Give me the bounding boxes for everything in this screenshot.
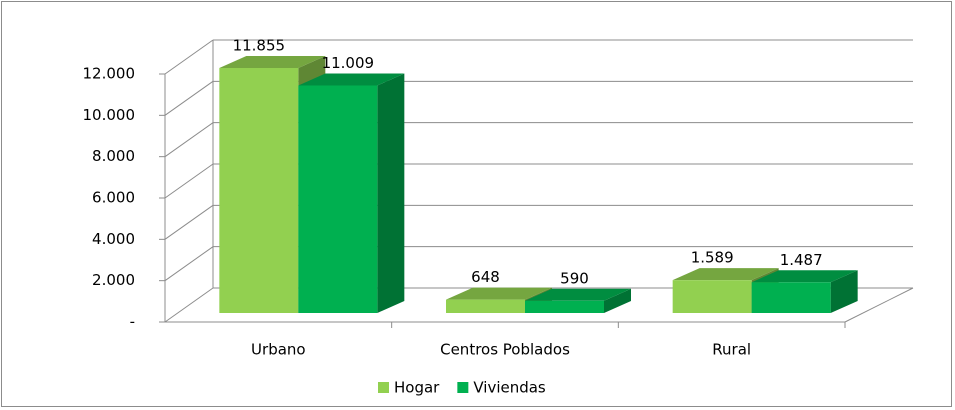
y-tick-label: 2.000 — [92, 271, 135, 289]
bar-top — [751, 270, 858, 283]
bar — [446, 299, 525, 313]
legend-label: Hogar — [394, 379, 440, 397]
y-tick-label: 12.000 — [83, 65, 136, 83]
data-label: 11.009 — [322, 54, 375, 72]
data-label: 590 — [560, 269, 589, 287]
x-tick-label: Centros Poblados — [440, 341, 570, 359]
bar — [672, 280, 752, 313]
y-tick-label: 4.000 — [92, 230, 135, 248]
data-label: 11.855 — [233, 36, 286, 54]
bar-top — [446, 287, 552, 300]
grid-line — [164, 204, 214, 240]
y-tick-label: - — [130, 313, 135, 331]
grid-line — [164, 122, 214, 158]
bar — [751, 282, 831, 313]
grid-line — [164, 39, 214, 75]
legend-swatch — [457, 382, 469, 393]
data-label: 1.589 — [691, 249, 734, 267]
x-tick-label: Rural — [712, 341, 751, 359]
grid-line — [164, 246, 214, 282]
bar-top — [298, 73, 405, 86]
bar-side — [377, 73, 405, 313]
grid-line — [164, 80, 214, 116]
y-tick-label: 6.000 — [92, 189, 135, 207]
bar-top — [672, 268, 779, 281]
bar — [525, 300, 604, 313]
x-tick-label: Urbano — [251, 341, 306, 359]
data-label: 1.487 — [780, 251, 823, 269]
bar-top — [219, 55, 326, 68]
bar-top — [525, 288, 631, 301]
data-label: 648 — [471, 268, 500, 286]
y-tick-label: 8.000 — [92, 147, 135, 165]
bar — [298, 85, 378, 313]
bar-side — [604, 288, 631, 313]
bar-side — [830, 270, 858, 313]
legend-swatch — [378, 382, 389, 393]
grid-line — [164, 163, 214, 199]
y-tick-label: 10.000 — [83, 106, 136, 124]
grid-line — [164, 287, 214, 323]
floor-edge — [844, 287, 914, 323]
legend-label: Viviendas — [473, 379, 546, 397]
bar — [219, 67, 299, 313]
